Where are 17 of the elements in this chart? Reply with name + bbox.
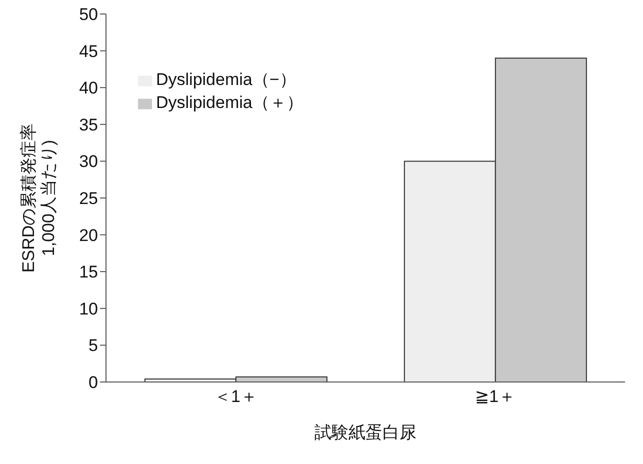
y-tick-label: 5 (88, 336, 98, 356)
x-tick-label: ＜1＋ (214, 387, 258, 406)
y-tick-label: 30 (79, 152, 98, 172)
y-tick-label: 25 (79, 189, 98, 208)
y-tick-label: 0 (88, 373, 98, 392)
y-tick-label: 45 (79, 42, 98, 61)
y-tick-label: 40 (79, 78, 98, 98)
y-tick-label: 35 (79, 115, 98, 134)
y-tick-label: 50 (79, 5, 98, 24)
y-axis-title: ESRDの累積発症率 1,000人当たり) (19, 123, 58, 273)
x-tick-label: ≧1＋ (474, 387, 516, 406)
x-axis-title: 試験紙蛋白尿 (314, 423, 416, 442)
y-tick-label: 10 (79, 299, 98, 318)
legend-label: Dyslipidemia（＋） (156, 93, 304, 112)
y-tick-label: 15 (79, 262, 98, 282)
y-tick-label: 20 (79, 226, 98, 245)
legend-label: Dyslipidemia（−） (156, 70, 296, 89)
